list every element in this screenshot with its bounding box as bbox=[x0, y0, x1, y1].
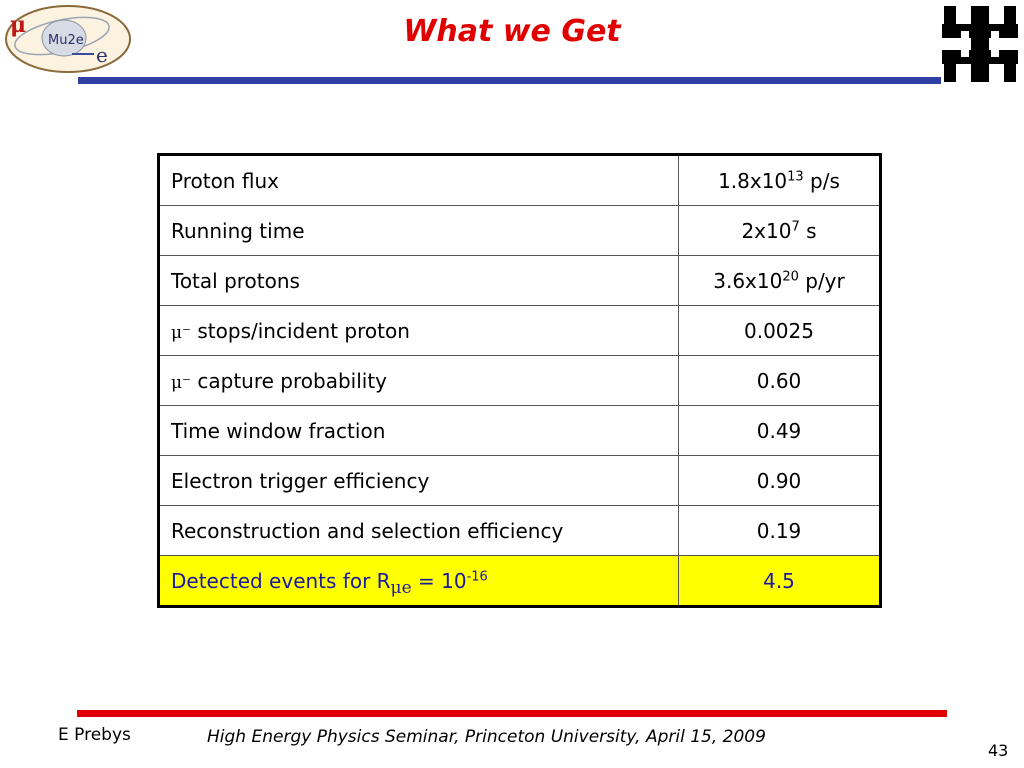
footer-divider bbox=[77, 710, 947, 717]
table-row: μ⁻ stops/incident proton 0.0025 bbox=[158, 305, 881, 356]
row-label: Running time bbox=[158, 205, 679, 256]
slide-title: What we Get bbox=[403, 14, 621, 49]
row-value: 1.8x1013 p/s bbox=[678, 154, 881, 206]
table-row: Total protons 3.6x1020 p/yr bbox=[158, 255, 881, 306]
row-value: 0.60 bbox=[678, 355, 881, 406]
table-row: Electron trigger efficiency 0.90 bbox=[158, 455, 881, 506]
row-label: Reconstruction and selection efficiency bbox=[158, 505, 679, 556]
row-label: μ⁻ stops/incident proton bbox=[158, 305, 679, 356]
row-label: Electron trigger efficiency bbox=[158, 455, 679, 506]
row-value: 0.49 bbox=[678, 405, 881, 456]
table-row: Running time 2x107 s bbox=[158, 205, 881, 256]
logo-name-text: Mu2e bbox=[48, 33, 84, 48]
result-value: 4.5 bbox=[678, 555, 881, 607]
fermilab-logo-icon bbox=[940, 4, 1020, 84]
table-row: Reconstruction and selection efficiency … bbox=[158, 505, 881, 556]
row-value: 2x107 s bbox=[678, 205, 881, 256]
row-value: 3.6x1020 p/yr bbox=[678, 255, 881, 306]
row-label: Proton flux bbox=[158, 154, 679, 206]
table-row: μ⁻ capture probability 0.60 bbox=[158, 355, 881, 406]
result-label: Detected events for Rμe = 10-16 bbox=[158, 555, 679, 607]
footer-author: E Prebys bbox=[58, 725, 131, 745]
logo-e-text: e bbox=[96, 43, 108, 67]
logo-mu-text: μ bbox=[10, 12, 26, 38]
row-label: Time window fraction bbox=[158, 405, 679, 456]
row-label: Total protons bbox=[158, 255, 679, 306]
row-value: 0.0025 bbox=[678, 305, 881, 356]
page-number: 43 bbox=[988, 741, 1009, 760]
row-value: 0.90 bbox=[678, 455, 881, 506]
mu2e-logo-icon: μ Mu2e e bbox=[2, 2, 132, 74]
row-value: 0.19 bbox=[678, 505, 881, 556]
title-divider bbox=[78, 77, 941, 84]
footer-seminar: High Energy Physics Seminar, Princeton U… bbox=[207, 727, 766, 747]
table-row: Time window fraction 0.49 bbox=[158, 405, 881, 456]
table-row: Proton flux 1.8x1013 p/s bbox=[158, 154, 881, 206]
results-table: Proton flux 1.8x1013 p/s Running time 2x… bbox=[157, 153, 882, 608]
table-row-result: Detected events for Rμe = 10-16 4.5 bbox=[158, 555, 881, 607]
row-label: μ⁻ capture probability bbox=[158, 355, 679, 406]
